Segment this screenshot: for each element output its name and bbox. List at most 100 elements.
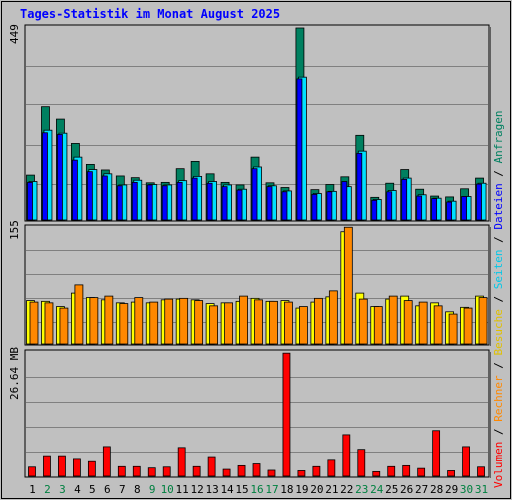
day-label-1: 1 <box>29 483 36 496</box>
bar-volumen-30 <box>462 446 470 477</box>
legend-separator: / <box>492 163 505 184</box>
bar-volumen-10 <box>162 466 171 477</box>
day-label-7: 7 <box>119 483 126 496</box>
bar-rechner-22 <box>343 226 353 345</box>
bar-rechner-27 <box>418 301 428 345</box>
bar-volumen-5 <box>87 460 96 477</box>
bar-dateien-29 <box>446 201 452 221</box>
bar-dateien-18 <box>281 191 288 221</box>
day-label-11: 11 <box>176 483 189 496</box>
bar-dateien-9 <box>146 184 153 221</box>
bar-volumen-12 <box>192 465 201 477</box>
bar-dateien-5 <box>86 171 93 221</box>
bar-volumen-17 <box>267 469 276 477</box>
bar-volumen-6 <box>102 446 111 477</box>
bar-rechner-9 <box>149 301 159 345</box>
bar-dateien-26 <box>401 178 408 221</box>
bar-dateien-23 <box>356 152 363 221</box>
bar-volumen-8 <box>132 465 141 477</box>
bar-rechner-3 <box>59 307 69 345</box>
bar-volumen-14 <box>222 468 231 477</box>
bar-rechner-25 <box>388 295 398 345</box>
bar-volumen-19 <box>297 470 306 477</box>
bar-dateien-16 <box>251 168 258 221</box>
legend-separator: / <box>492 355 505 376</box>
bar-volumen-18 <box>282 352 291 477</box>
bar-dateien-8 <box>131 181 138 221</box>
bar-dateien-15 <box>236 189 243 221</box>
bar-rechner-8 <box>134 297 144 345</box>
bar-rechner-30 <box>463 307 473 345</box>
day-label-12: 12 <box>191 483 204 496</box>
bar-dateien-21 <box>326 191 333 221</box>
bar-volumen-7 <box>117 465 126 477</box>
day-label-17: 17 <box>265 483 278 496</box>
day-label-31: 31 <box>475 483 488 496</box>
bar-volumen-1 <box>28 466 36 477</box>
bar-dateien-27 <box>416 195 423 221</box>
legend-separator: / <box>492 421 505 442</box>
legend-separator: / <box>492 229 505 250</box>
day-label-13: 13 <box>205 483 218 496</box>
day-label-15: 15 <box>235 483 248 496</box>
bar-rechner-26 <box>403 300 413 345</box>
day-label-6: 6 <box>104 483 111 496</box>
bar-rechner-14 <box>224 302 233 345</box>
bar-dateien-1 <box>27 181 33 221</box>
bar-dateien-25 <box>386 191 393 221</box>
bar-volumen-29 <box>447 470 455 477</box>
day-label-8: 8 <box>134 483 141 496</box>
day-label-4: 4 <box>74 483 81 496</box>
plot-panel-3 <box>24 349 490 478</box>
bar-dateien-31 <box>476 183 482 221</box>
bar-rechner-29 <box>448 313 458 345</box>
bar-dateien-13 <box>206 182 213 221</box>
bar-dateien-12 <box>191 177 198 221</box>
bar-volumen-23 <box>357 449 366 477</box>
bar-dateien-11 <box>176 181 183 221</box>
bar-volumen-11 <box>177 447 186 477</box>
bar-dateien-28 <box>431 198 438 221</box>
bar-volumen-13 <box>207 456 216 477</box>
bar-dateien-3 <box>57 134 63 221</box>
legend-separator: / <box>492 289 505 310</box>
bar-rechner-21 <box>328 290 338 345</box>
bar-volumen-27 <box>417 467 426 477</box>
day-label-19: 19 <box>295 483 308 496</box>
day-label-28: 28 <box>430 483 443 496</box>
bar-volumen-26 <box>402 464 411 477</box>
bar-rechner-10 <box>164 298 174 345</box>
bar-rechner-16 <box>254 299 263 345</box>
bar-volumen-31 <box>477 466 485 477</box>
day-label-2: 2 <box>44 483 51 496</box>
bar-volumen-9 <box>147 467 156 477</box>
chart-title: Tages-Statistik im Monat August 2025 <box>20 7 281 21</box>
day-label-21: 21 <box>325 483 338 496</box>
bar-dateien-30 <box>461 196 467 221</box>
day-label-30: 30 <box>460 483 473 496</box>
bar-rechner-13 <box>209 305 219 345</box>
bar-rechner-4 <box>74 284 84 345</box>
bar-rechner-18 <box>284 301 293 345</box>
bar-volumen-2 <box>43 455 51 477</box>
day-label-10: 10 <box>161 483 174 496</box>
bar-volumen-16 <box>252 463 261 477</box>
bar-rechner-6 <box>104 295 114 345</box>
day-label-29: 29 <box>445 483 458 496</box>
bar-dateien-4 <box>72 159 78 221</box>
bar-volumen-3 <box>58 455 66 477</box>
bar-volumen-20 <box>312 465 321 477</box>
bar-volumen-21 <box>327 459 336 477</box>
day-label-5: 5 <box>89 483 96 496</box>
day-label-22: 22 <box>340 483 353 496</box>
legend-anfragen: Anfragen <box>492 110 505 164</box>
bar-rechner-17 <box>269 300 278 345</box>
bar-volumen-15 <box>237 464 246 477</box>
bar-rechner-7 <box>119 303 129 345</box>
bar-rechner-15 <box>239 295 248 345</box>
bar-rechner-23 <box>358 298 368 345</box>
bar-rechner-5 <box>89 297 99 345</box>
